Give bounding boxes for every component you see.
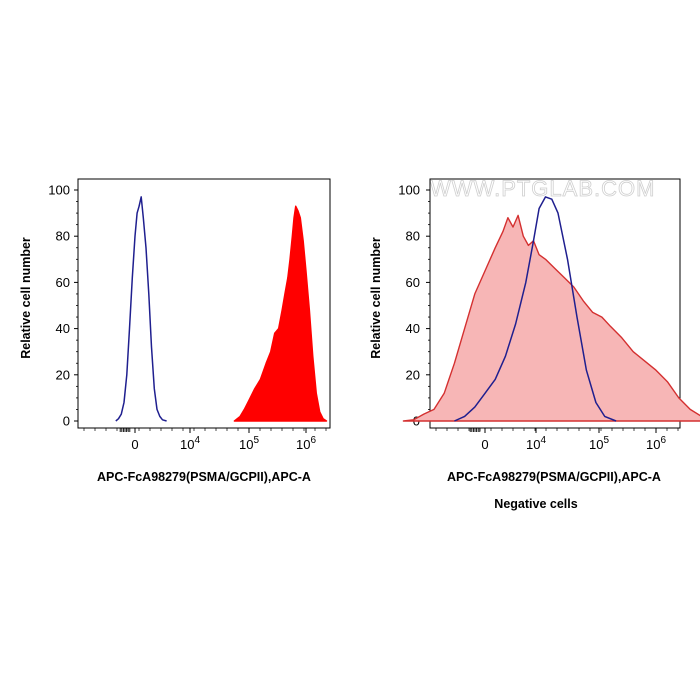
x-tick-label: 105 (239, 435, 259, 452)
x-tick-label: 106 (646, 435, 666, 452)
y-tick-label: 40 (406, 321, 420, 336)
y-tick-label: 0 (63, 414, 70, 429)
y-tick-label: 80 (56, 229, 70, 244)
watermark: WWW.PTGLAB.COM (430, 176, 655, 201)
y-tick-label: 20 (406, 367, 420, 382)
x-axis-title-right: APC-FcA98279(PSMA/GCPII),APC-A (447, 470, 661, 484)
chart-left: 0 20 40 60 80 100 0 104 105 106 Relative cell num… (19, 178, 331, 484)
y-tick-label: 100 (398, 183, 420, 198)
y-tick-label: 60 (406, 275, 420, 290)
y-tick-label: 100 (48, 183, 70, 198)
x-tick-label: 105 (589, 435, 609, 452)
x-tick-label: 0 (481, 437, 488, 452)
y-tick-label: 60 (56, 275, 70, 290)
histogram-series-1 (454, 196, 617, 422)
histogram-series-0 (402, 214, 700, 422)
plot-area-left: 0 20 40 60 80 100 0 104 105 106 (48, 183, 328, 452)
y-tick-label: 20 (56, 367, 70, 382)
x-tick-label: 106 (296, 435, 316, 452)
histogram-series-1 (233, 205, 328, 422)
y-tick-label: 40 (56, 321, 70, 336)
y-axis-title-right: Relative cell number (369, 237, 383, 359)
histogram-series-0 (115, 196, 167, 422)
y-tick-label: 80 (406, 229, 420, 244)
plot-frame-left (77, 178, 331, 429)
plot-frame-right (429, 178, 681, 429)
x-tick-label: 0 (131, 437, 138, 452)
caption-negative-cells: Negative cells (494, 497, 577, 511)
x-tick-label: 104 (180, 435, 200, 452)
x-tick-label: 104 (526, 435, 546, 452)
y-axis-title-left: Relative cell number (19, 237, 33, 359)
x-axis-title-left: APC-FcA98279(PSMA/GCPII),APC-A (97, 470, 311, 484)
